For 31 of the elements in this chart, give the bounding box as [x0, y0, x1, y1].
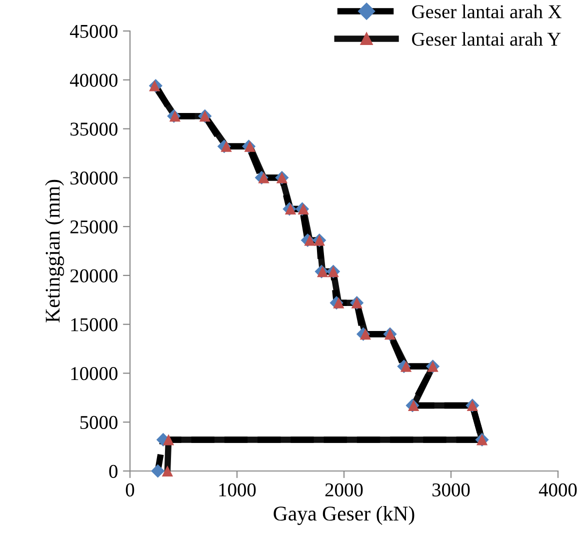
x-tick-label: 2000 — [325, 483, 363, 496]
point — [333, 297, 344, 308]
legend-label: Geser lantai arah Y — [412, 32, 561, 46]
point — [220, 140, 232, 152]
y-tick-label: 35000 — [70, 122, 118, 136]
point — [162, 465, 174, 477]
y-tick-label: 25000 — [70, 220, 118, 234]
x-tick-label: 4000 — [538, 483, 577, 496]
point — [298, 203, 309, 215]
point — [162, 434, 174, 446]
point — [258, 172, 270, 184]
x-tick-label: 1000 — [219, 483, 256, 496]
point — [360, 328, 371, 340]
x-tick-label: 3000 — [432, 483, 470, 496]
legend-label: Geser lantai arah X — [412, 4, 562, 18]
x-tick-label: 0 — [126, 483, 134, 496]
y-tick-label: 5000 — [80, 416, 118, 430]
y-tick-label: 20000 — [70, 269, 118, 282]
y-tick-label: 10000 — [71, 367, 118, 380]
point — [317, 266, 328, 278]
point — [304, 234, 316, 246]
y-axis-title: Ketinggian (mm) — [45, 180, 64, 322]
point — [244, 140, 256, 152]
y-tick-label: 30000 — [70, 171, 118, 185]
y-tick-label: 40000 — [70, 74, 118, 87]
point — [151, 464, 165, 478]
y-tick-label: 0 — [109, 464, 118, 478]
y-tick-label: 15000 — [71, 318, 118, 332]
x-axis-title: Gaya Geser (kN) — [274, 506, 414, 525]
point — [400, 360, 412, 372]
y-tick-label: 45000 — [70, 24, 118, 38]
